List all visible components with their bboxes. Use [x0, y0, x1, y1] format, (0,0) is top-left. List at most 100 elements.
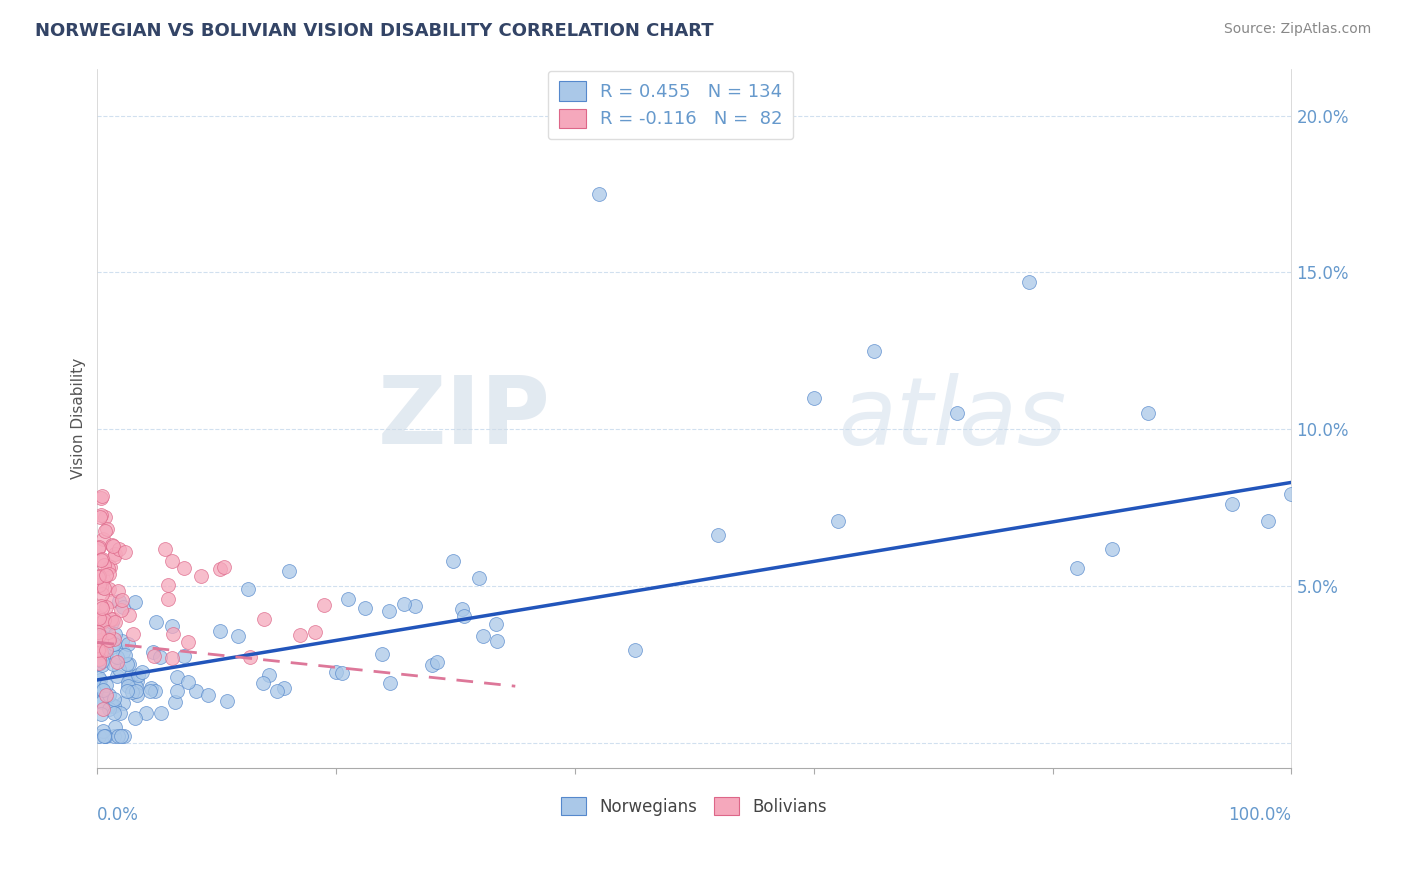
Point — [166, 670, 188, 684]
Point — [91, 683, 114, 698]
Point — [337, 591, 360, 606]
Point — [117, 657, 139, 671]
Point — [208, 624, 231, 638]
Point — [145, 615, 167, 630]
Point — [90, 629, 112, 643]
Text: NORWEGIAN VS BOLIVIAN VISION DISABILITY CORRELATION CHART: NORWEGIAN VS BOLIVIAN VISION DISABILITY … — [35, 22, 714, 40]
Point — [354, 600, 377, 615]
Point — [236, 582, 259, 596]
Point — [90, 632, 112, 647]
Point — [93, 509, 115, 524]
Point — [96, 643, 118, 657]
Point — [91, 702, 114, 716]
Point — [105, 655, 128, 669]
Point — [149, 650, 172, 665]
Point — [104, 720, 127, 734]
Point — [104, 627, 127, 641]
Point — [110, 603, 132, 617]
Point — [124, 595, 146, 609]
Point — [288, 628, 311, 642]
Point — [97, 633, 120, 648]
Point — [115, 657, 138, 671]
Point — [111, 599, 134, 614]
Point — [90, 695, 112, 709]
Point — [103, 730, 125, 744]
Point — [97, 688, 120, 702]
Point — [330, 666, 353, 681]
Point — [101, 640, 124, 654]
Point — [101, 615, 124, 630]
Point — [103, 632, 125, 646]
Point — [1281, 486, 1303, 500]
Point — [153, 541, 176, 556]
Point — [404, 599, 426, 613]
Point — [91, 724, 114, 739]
Text: Source: ZipAtlas.com: Source: ZipAtlas.com — [1223, 22, 1371, 37]
Point — [87, 625, 110, 640]
Point — [91, 572, 114, 586]
Point — [304, 625, 326, 640]
Point — [112, 730, 135, 744]
Point — [120, 669, 142, 683]
Point — [100, 612, 122, 626]
Point — [117, 679, 139, 693]
Point — [93, 558, 115, 572]
Point — [90, 599, 112, 614]
Point — [90, 645, 112, 659]
Point — [89, 680, 111, 694]
Point — [111, 645, 134, 659]
Point — [111, 696, 134, 710]
Point — [101, 539, 124, 553]
Point — [121, 684, 143, 698]
Point — [87, 656, 110, 670]
Point — [96, 678, 118, 692]
Point — [89, 641, 111, 656]
Point — [90, 508, 112, 523]
Point — [96, 523, 118, 537]
Legend: Norwegians, Bolivians: Norwegians, Bolivians — [555, 790, 834, 822]
Point — [100, 594, 122, 608]
Point — [107, 583, 129, 598]
Point — [312, 599, 335, 613]
Point — [208, 562, 231, 576]
Point — [370, 647, 392, 661]
Point — [108, 662, 131, 676]
Point — [111, 593, 134, 607]
Point — [91, 532, 114, 546]
Point — [111, 634, 134, 648]
Point — [97, 633, 120, 648]
Point — [97, 560, 120, 574]
Text: 0.0%: 0.0% — [97, 806, 139, 824]
Point — [160, 650, 183, 665]
Point — [107, 542, 129, 557]
Point — [96, 618, 118, 632]
Point — [101, 612, 124, 626]
Point — [588, 186, 610, 201]
Point — [93, 613, 115, 627]
Point — [273, 681, 295, 695]
Point — [96, 646, 118, 660]
Point — [486, 634, 509, 648]
Point — [162, 619, 184, 633]
Point — [163, 694, 186, 708]
Point — [1220, 497, 1243, 511]
Point — [87, 730, 110, 744]
Point — [90, 615, 112, 629]
Point — [422, 658, 444, 673]
Point — [97, 625, 120, 640]
Point — [97, 567, 120, 582]
Point — [453, 608, 475, 623]
Point — [87, 657, 110, 671]
Point — [91, 657, 114, 672]
Point — [89, 569, 111, 583]
Point — [93, 524, 115, 539]
Point — [117, 683, 139, 698]
Point — [378, 604, 401, 618]
Point — [451, 602, 474, 616]
Point — [87, 671, 110, 685]
Point — [114, 648, 136, 662]
Point — [104, 615, 127, 629]
Point — [184, 684, 207, 698]
Point — [100, 538, 122, 552]
Text: 100.0%: 100.0% — [1229, 806, 1292, 824]
